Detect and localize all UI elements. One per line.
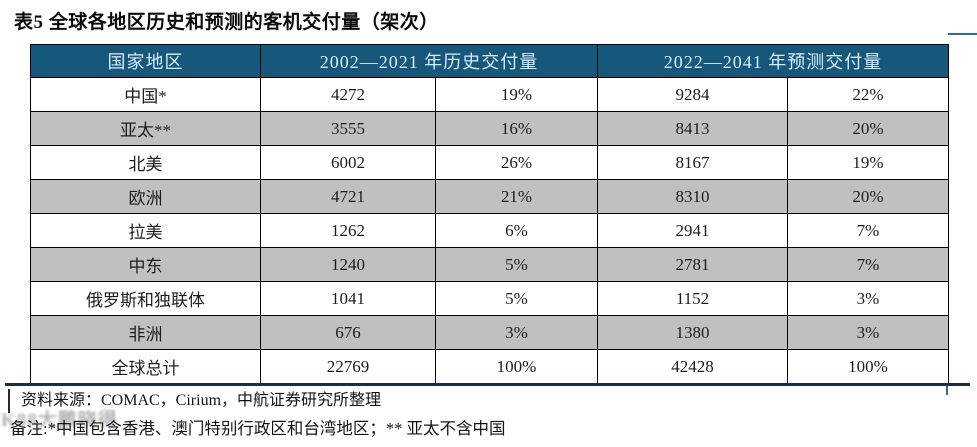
cell-forecast-value: 1152 [597, 281, 788, 316]
cell-forecast-value: 2781 [597, 247, 788, 282]
cell-forecast-share: 100% [787, 349, 949, 384]
table-border-tick [946, 386, 948, 395]
cell-region: 欧洲 [30, 179, 261, 214]
cell-history-share: 6% [435, 213, 598, 248]
cell-history-value: 6002 [260, 145, 436, 180]
table-bottom-divider [5, 383, 970, 386]
header-forecast-deliveries: 2022—2041 年预测交付量 [597, 44, 949, 78]
cell-forecast-share: 19% [787, 145, 949, 180]
table-row: 全球总计 22769 100% 42428 100% [30, 349, 949, 384]
cell-history-share: 19% [435, 77, 598, 112]
page-title: 表5 全球各地区历史和预测的客机交付量（架次） [14, 12, 439, 33]
cell-region: 俄罗斯和独联体 [30, 281, 261, 316]
cell-forecast-value: 8310 [597, 179, 788, 214]
cell-history-value: 676 [260, 315, 436, 350]
cell-forecast-share: 22% [787, 77, 949, 112]
cell-forecast-share: 7% [787, 247, 949, 282]
cell-history-value: 4721 [260, 179, 436, 214]
cell-history-share: 5% [435, 247, 598, 282]
header-region: 国家地区 [30, 44, 261, 78]
cell-forecast-value: 2941 [597, 213, 788, 248]
cell-history-value: 1041 [260, 281, 436, 316]
cell-history-value: 22769 [260, 349, 436, 384]
delivery-table: 国家地区 2002—2021 年历史交付量 2022—2041 年预测交付量 中… [30, 44, 949, 384]
cell-region: 北美 [30, 145, 261, 180]
cell-history-share: 3% [435, 315, 598, 350]
cell-forecast-value: 42428 [597, 349, 788, 384]
cell-forecast-share: 20% [787, 179, 949, 214]
cell-history-share: 16% [435, 111, 598, 146]
table-row: 北美 6002 26% 8167 19% [30, 145, 949, 180]
source-note: 资料来源：COMAC，Cirium，中航证券研究所整理 [8, 389, 381, 413]
cell-region: 非洲 [30, 315, 261, 350]
cell-region: 中国* [30, 77, 261, 112]
cell-forecast-value: 8167 [597, 145, 788, 180]
cell-forecast-share: 20% [787, 111, 949, 146]
table-row: 非洲 676 3% 1380 3% [30, 315, 949, 350]
table-row: 拉美 1262 6% 2941 7% [30, 213, 949, 248]
cell-history-value: 3555 [260, 111, 436, 146]
table-row: 中东 1240 5% 2781 7% [30, 247, 949, 282]
cell-history-value: 4272 [260, 77, 436, 112]
footnote: 备注:*中国包含香港、澳门特别行政区和台湾地区；** 亚太不含中国 [10, 419, 506, 438]
cell-history-share: 5% [435, 281, 598, 316]
page-edge-rule-fragment [948, 33, 977, 35]
cell-forecast-value: 9284 [597, 77, 788, 112]
table-row: 中国* 4272 19% 9284 22% [30, 77, 949, 112]
cell-history-value: 1240 [260, 247, 436, 282]
cell-history-share: 21% [435, 179, 598, 214]
cell-history-value: 1262 [260, 213, 436, 248]
cell-region: 中东 [30, 247, 261, 282]
cell-forecast-share: 3% [787, 281, 949, 316]
cell-forecast-share: 3% [787, 315, 949, 350]
header-history-deliveries: 2002—2021 年历史交付量 [260, 44, 598, 78]
cell-history-share: 100% [435, 349, 598, 384]
cell-region: 全球总计 [30, 349, 261, 384]
cell-forecast-value: 1380 [597, 315, 788, 350]
cell-region: 拉美 [30, 213, 261, 248]
table-row: 亚太** 3555 16% 8413 20% [30, 111, 949, 146]
cell-forecast-share: 7% [787, 213, 949, 248]
cell-history-share: 26% [435, 145, 598, 180]
table-row: 俄罗斯和独联体 1041 5% 1152 3% [30, 281, 949, 316]
cell-region: 亚太** [30, 111, 261, 146]
table-header-row: 国家地区 2002—2021 年历史交付量 2022—2041 年预测交付量 [30, 44, 949, 78]
cell-forecast-value: 8413 [597, 111, 788, 146]
table-row: 欧洲 4721 21% 8310 20% [30, 179, 949, 214]
table-body: 中国* 4272 19% 9284 22% 亚太** 3555 16% 8413… [30, 77, 949, 384]
